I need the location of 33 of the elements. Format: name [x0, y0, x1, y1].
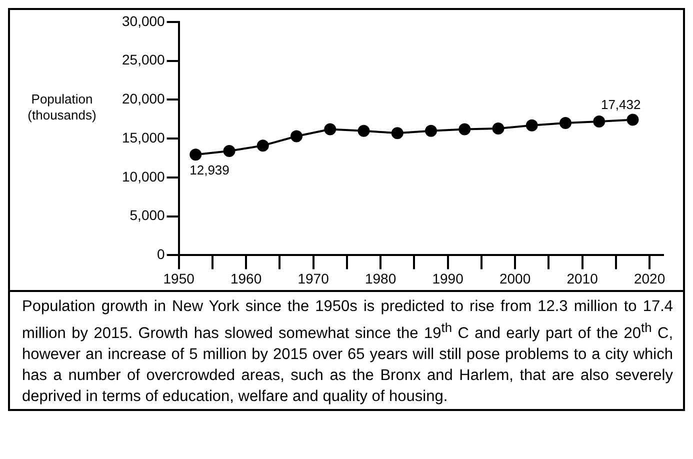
x-tick-label: 1960 [230, 270, 262, 286]
point [424, 124, 437, 137]
point [358, 124, 370, 137]
point [324, 123, 336, 136]
x-tick-label: 1970 [298, 270, 330, 286]
y-tick-label: 25,000 [122, 52, 166, 68]
x-tick-label: 2020 [634, 270, 666, 286]
text: Population growth in New York since the 1950s is predicted to rise from 12.3 million to 17.4 million by 2015. Growth has slowed somewhat since the 19$^{th}$ C and early part of the 20$^{th}$ C, however an increase of 5 million by 2015 over 65 years will still pose problems to a city which has a number of overcrowded areas, such as the Bronx and Harlem, that are also severely deprived in terms of education, welfare and quality of housing. [22, 298, 674, 406]
point [559, 117, 572, 130]
y-tick-label: 0 [157, 246, 166, 262]
y-tick-label: 10,000 [122, 168, 166, 184]
point [526, 119, 538, 132]
x-tick-label: 1990 [432, 270, 464, 286]
y-tick-label: 20,000 [122, 90, 166, 107]
point [626, 114, 639, 126]
point [492, 122, 504, 134]
point [458, 123, 471, 136]
data-label: 12,939 [190, 162, 230, 178]
data-label: 17,432 [600, 96, 641, 112]
point [593, 116, 606, 128]
x-tick-label: 2000 [499, 270, 531, 286]
x-tick-label: 1950 [163, 270, 195, 286]
point [391, 127, 404, 140]
y-tick-label: 30,000 [122, 12, 166, 29]
y-tick-label: 15,000 [122, 129, 166, 146]
y-axis-title: Population (thousands) [28, 91, 96, 122]
point [223, 145, 236, 158]
x-tick-label: 2010 [566, 270, 598, 286]
x-tick-label: 1980 [364, 270, 396, 286]
point [256, 140, 269, 152]
point [290, 130, 303, 142]
point [190, 148, 202, 161]
y-tick-label: 5,000 [130, 207, 166, 224]
